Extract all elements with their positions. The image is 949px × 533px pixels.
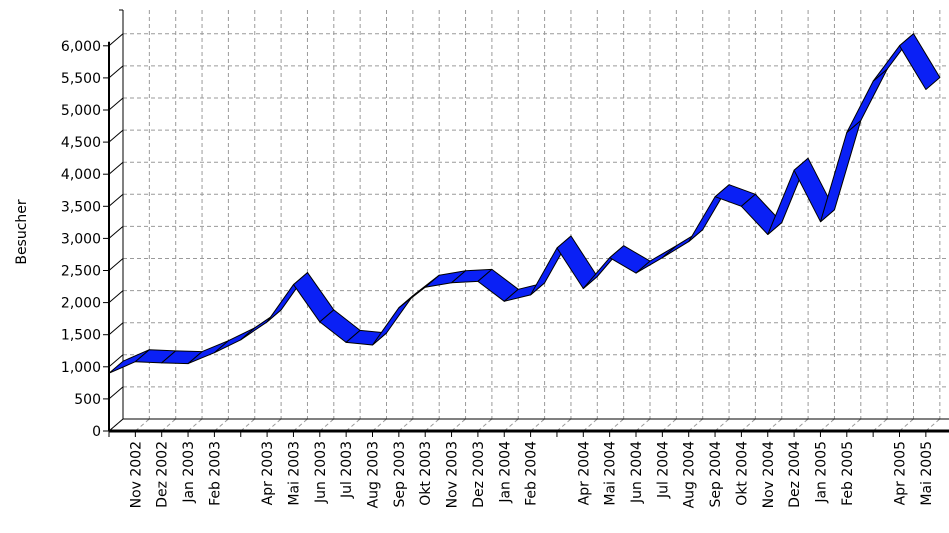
series-segment [846, 68, 888, 133]
x-tick-label: Okt 2003 [418, 441, 434, 506]
floor-line [662, 418, 677, 432]
floor-line [214, 418, 229, 432]
axes [103, 9, 949, 433]
x-axis-ticks: Nov 2002 Dez 2002 Jan 2003 Feb 2003 Apr 2003… [108, 431, 935, 509]
y-tick-label: 4,000 [61, 167, 101, 183]
floor-line [635, 418, 651, 432]
floor-line [582, 418, 598, 432]
x-tick-label: Jan 2004 [497, 441, 513, 504]
y-tick-label: 4,500 [61, 135, 101, 151]
x-tick-label: Apr 2003 [260, 441, 276, 505]
x-tick-label: Aug 2004 [682, 441, 698, 509]
floor-line [899, 418, 914, 432]
floor-line [319, 418, 335, 432]
y-tick-label: 3,000 [61, 231, 101, 247]
y-wall-diagonal [108, 258, 124, 271]
y-tick-label: 3,500 [61, 199, 101, 215]
floor-line [846, 418, 862, 432]
floor-line [925, 418, 941, 432]
floor-line [820, 418, 835, 432]
x-tick-label: Dez 2003 [471, 441, 487, 508]
floor-line [398, 418, 414, 432]
floor-line [872, 418, 888, 432]
floor-line [503, 418, 519, 432]
y-wall-diagonal [108, 33, 124, 47]
floor-line [530, 418, 545, 432]
y-wall-diagonal [108, 65, 124, 79]
y-tick-label: 2,500 [61, 264, 101, 280]
floor-line [767, 418, 783, 432]
y-wall-diagonal [108, 418, 124, 432]
floor-line [477, 418, 493, 432]
y-tick-label: 6,000 [61, 39, 101, 55]
y-wall-diagonal [108, 226, 124, 239]
floor-line [424, 418, 440, 432]
y-tick-label: 0 [92, 424, 101, 440]
x-tick-label: Jul 2003 [339, 441, 355, 499]
floor-line [266, 418, 282, 432]
x-tick-label: Sep 2004 [708, 441, 724, 508]
x-tick-label: Sep 2003 [392, 441, 408, 507]
floor-line [741, 418, 756, 432]
y-wall-diagonal [108, 97, 124, 111]
x-tick-label: Apr 2004 [576, 441, 592, 505]
x-tick-label: Aug 2003 [366, 441, 382, 508]
y-wall-diagonal [108, 290, 124, 303]
x-tick-label: Mai 2003 [287, 441, 303, 506]
y-tick-label: 2,000 [61, 296, 101, 312]
x-tick-label: Feb 2004 [524, 441, 540, 506]
y-axis-ticks: 0 500 1,000 1,500 2,000 2,500 3,000 3,500 4,000 4… [61, 39, 101, 440]
x-tick-label: Okt 2004 [734, 441, 750, 506]
floor-line [135, 418, 150, 432]
y-wall-diagonal [108, 161, 124, 175]
floor-line [688, 418, 704, 432]
floor-line [161, 418, 177, 432]
y-axis-label: Besucher [14, 199, 30, 265]
floor-line [240, 418, 256, 432]
y-tick-label: 5,000 [61, 103, 101, 119]
x-tick-label: Nov 2003 [445, 441, 461, 508]
y-tick-label: 5,500 [61, 71, 101, 87]
y-wall-diagonal [108, 386, 124, 400]
y-tick-label: 1,500 [61, 328, 101, 344]
series-segment [213, 327, 256, 354]
floor-line [345, 418, 361, 432]
floor-line [372, 418, 387, 432]
grid-lines [108, 10, 949, 432]
x-tick-label: Jun 2003 [313, 441, 329, 504]
floor-line [793, 418, 809, 432]
y-tick-label: 1,000 [61, 360, 101, 376]
floor-line [714, 418, 730, 432]
x-tick-label: Mai 2005 [919, 441, 935, 506]
x-tick-label: Dez 2004 [787, 441, 803, 508]
x-tick-label: Nov 2002 [128, 441, 144, 508]
x-tick-label: Jun 2004 [629, 441, 645, 504]
y-tick-label: 500 [74, 392, 101, 408]
series-segment [820, 120, 862, 223]
x-tick-label: Feb 2005 [840, 441, 856, 506]
floor-line [293, 418, 308, 432]
y-wall-diagonal [108, 193, 124, 207]
x-tick-label: Feb 2003 [207, 441, 223, 506]
series-segment [899, 33, 941, 90]
floor-line [609, 418, 624, 432]
y-wall-diagonal [108, 129, 124, 143]
x-tick-label: Jan 2005 [814, 441, 830, 504]
x-tick-label: Dez 2002 [155, 441, 171, 508]
data-series [108, 33, 941, 374]
series-segment [372, 295, 414, 346]
y-wall-diagonal [108, 354, 124, 368]
floor-line [451, 418, 466, 432]
x-tick-label: Jan 2003 [181, 441, 197, 504]
x-tick-label: Apr 2005 [893, 441, 909, 505]
floor-line [556, 418, 572, 432]
y-wall-diagonal [108, 322, 124, 336]
x-tick-label: Mai 2004 [603, 441, 619, 506]
x-tick-label: Jul 2004 [655, 441, 671, 499]
x-tick-label: Nov 2004 [761, 441, 777, 508]
floor-line [187, 418, 203, 432]
